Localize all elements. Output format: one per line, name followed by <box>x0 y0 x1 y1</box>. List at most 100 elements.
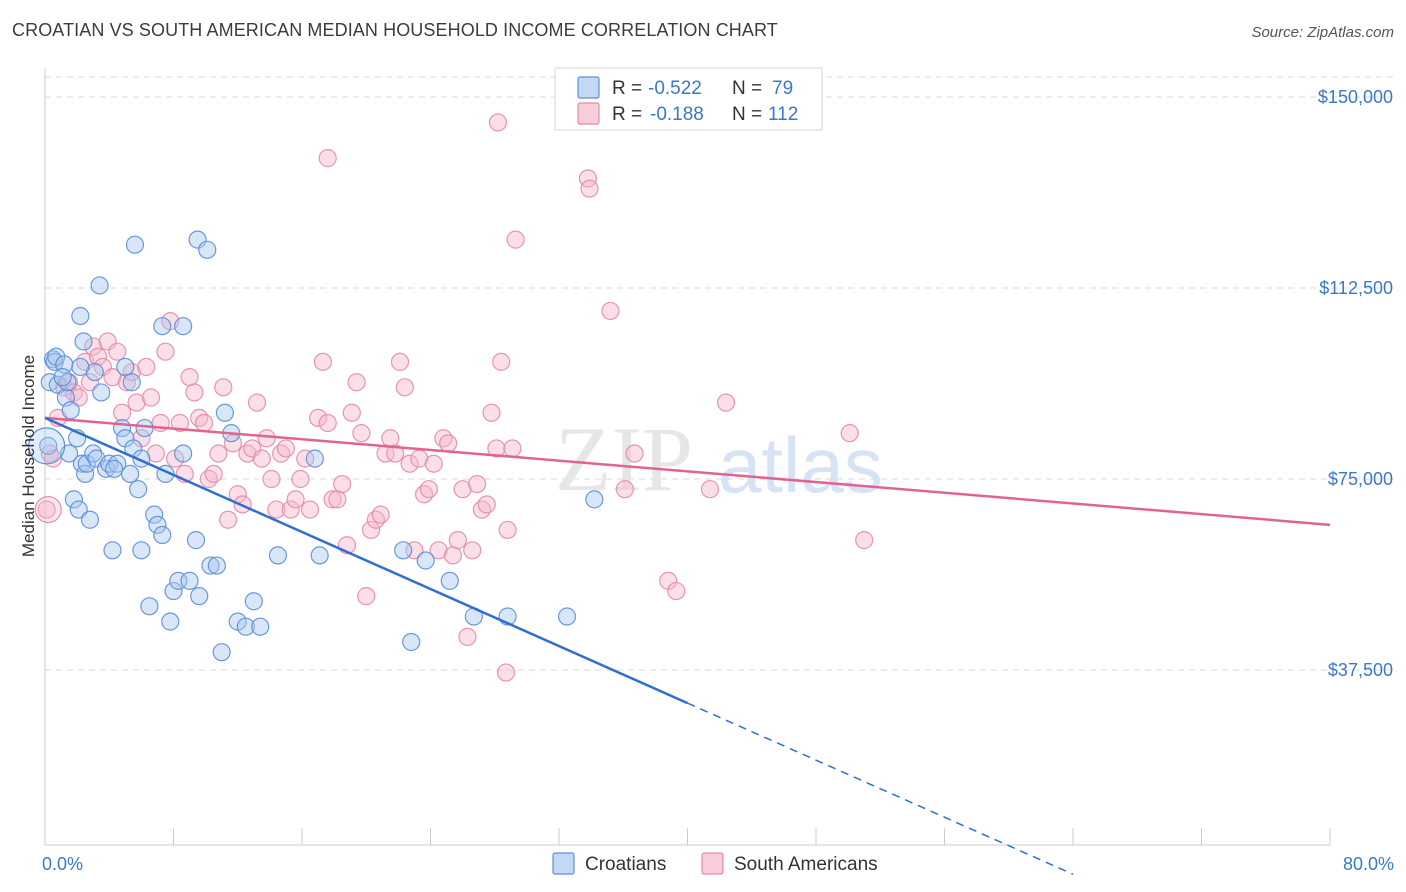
south-american-point <box>601 301 620 321</box>
y-tick-label: $150,000 <box>1318 87 1393 107</box>
south-american-point <box>199 469 218 489</box>
croatian-point <box>71 357 90 377</box>
legend-label-south-americans: South Americans <box>734 854 878 875</box>
watermark-zip: ZIP <box>555 408 693 510</box>
croatian-point <box>69 500 88 519</box>
south-american-point <box>347 373 366 392</box>
south-american-point <box>503 439 522 458</box>
south-american-point <box>204 464 223 484</box>
legend-swatch-croatians <box>577 76 600 99</box>
south-american-point <box>137 357 156 377</box>
croatian-point <box>153 525 172 545</box>
south-american-point <box>716 393 736 412</box>
legend-r-value: -0.188 <box>650 104 704 125</box>
croatian-point <box>84 444 103 463</box>
chart-title: CROATIAN VS SOUTH AMERICAN MEDIAN HOUSEH… <box>12 20 778 40</box>
watermark-atlas: atlas <box>718 421 883 509</box>
south-american-point <box>488 113 508 132</box>
croatian-point <box>585 490 604 509</box>
croatian-point <box>74 332 93 351</box>
croatian-point <box>121 464 140 484</box>
y-tick-label: $75,000 <box>1328 469 1393 489</box>
legend-swatch-south-americans <box>701 852 724 875</box>
south-american-point <box>112 403 132 422</box>
south-american-point <box>443 546 463 565</box>
croatian-point <box>402 632 421 652</box>
south-american-point <box>424 454 443 473</box>
south-american-point <box>281 500 300 519</box>
croatian-point <box>53 368 72 387</box>
croatian-point <box>440 571 459 590</box>
south-american-point <box>357 587 376 606</box>
south-american-point <box>127 393 146 412</box>
south-american-point <box>580 179 599 198</box>
croatian-point <box>174 444 193 463</box>
south-american-point <box>103 368 122 387</box>
y-tick-labels: $37,500 $75,000 $112,500 $150,000 <box>1318 87 1393 680</box>
south-american-point <box>141 388 161 407</box>
south-american-point <box>262 469 281 489</box>
croatian-point <box>77 454 96 473</box>
croatian-point <box>129 480 148 499</box>
south-american-point <box>170 413 190 433</box>
south-american-point <box>318 413 337 433</box>
legend-swatch-croatians <box>552 852 575 875</box>
south-american-point <box>448 531 467 550</box>
south-american-point <box>414 485 434 504</box>
south-american-point <box>190 408 209 427</box>
legend-r-label: R = <box>612 104 642 125</box>
croatian-point <box>92 383 111 402</box>
south-american-point <box>458 627 477 646</box>
legend-top: R = -0.522 N = 79 R = -0.188 N = 112 <box>554 67 823 131</box>
south-american-point <box>395 378 414 397</box>
croatian-point <box>212 643 231 662</box>
croatian-point <box>186 531 206 550</box>
south-american-point <box>667 581 686 601</box>
south-american-point <box>84 337 103 356</box>
south-american-point <box>419 480 438 499</box>
south-american-point <box>840 424 859 443</box>
y-axis-label: Median Household Income <box>19 355 38 557</box>
croatian-point <box>180 571 199 590</box>
croatian-point <box>85 362 104 382</box>
croatian-point <box>71 306 90 326</box>
croatian-point <box>135 418 154 438</box>
south-american-point <box>429 541 448 560</box>
legend-bottom: Croatians South Americans <box>552 852 878 875</box>
south-american-point <box>156 342 175 361</box>
south-americans-trend-line <box>44 416 1331 527</box>
croatian-point <box>116 357 135 377</box>
south-american-point <box>439 434 458 453</box>
south-american-point <box>361 520 381 540</box>
south-american-point <box>342 403 361 422</box>
croatian-point <box>125 235 145 254</box>
croatian-point <box>236 617 255 636</box>
south-american-point <box>308 408 328 427</box>
south-american-point <box>487 439 506 458</box>
south-american-point <box>855 531 874 550</box>
y-tick-label: $37,500 <box>1328 660 1393 680</box>
croatian-point <box>39 436 58 455</box>
south-american-point <box>496 663 516 682</box>
croatian-point <box>198 240 217 259</box>
gridlines <box>45 76 1393 671</box>
croatian-point <box>215 403 234 422</box>
south-american-point <box>291 469 310 489</box>
south-american-point <box>37 500 56 519</box>
croatian-point <box>244 592 263 611</box>
south-american-point <box>272 444 291 463</box>
croatians-trend-line <box>44 416 689 705</box>
south-american-point <box>352 424 371 443</box>
croatian-point <box>103 541 122 560</box>
south-american-point <box>180 368 199 387</box>
south-american-point <box>80 373 100 392</box>
south-american-point <box>185 383 204 402</box>
south-american-point <box>214 378 233 397</box>
south-americans-points <box>34 113 874 682</box>
croatian-point <box>122 373 141 392</box>
trend-lines <box>44 416 1331 875</box>
south-american-point <box>615 480 634 499</box>
south-american-point <box>252 449 271 468</box>
south-american-point <box>219 510 238 529</box>
south-american-point <box>381 429 400 448</box>
